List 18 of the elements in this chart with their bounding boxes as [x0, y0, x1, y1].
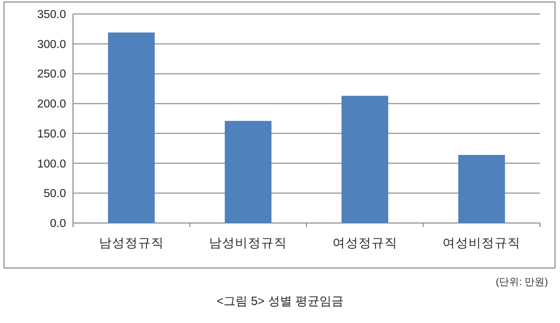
x-tick-label: 여성정규직 [332, 236, 398, 250]
bar [224, 120, 272, 223]
y-tick-label: 50.0 [44, 188, 66, 200]
bar [458, 154, 505, 223]
bar [108, 32, 155, 223]
y-tick-label: 250.0 [37, 68, 66, 81]
y-tick-label: 350.0 [37, 9, 66, 21]
y-tick-label: 0.0 [50, 218, 66, 230]
x-tick-label: 남성비정규직 [209, 236, 288, 250]
x-tick-label: 여성비정규직 [442, 236, 521, 250]
x-tick-label: 남성정규직 [98, 236, 164, 250]
y-tick-label: 100.0 [37, 158, 66, 170]
y-tick-label: 200.0 [37, 98, 66, 111]
y-tick-label: 300.0 [37, 38, 66, 51]
y-tick-label: 150.0 [37, 128, 66, 140]
text: <그림 5> 성별 평균임금 [216, 294, 344, 308]
text: (단위: 만원) [496, 277, 548, 288]
bar [342, 96, 388, 223]
